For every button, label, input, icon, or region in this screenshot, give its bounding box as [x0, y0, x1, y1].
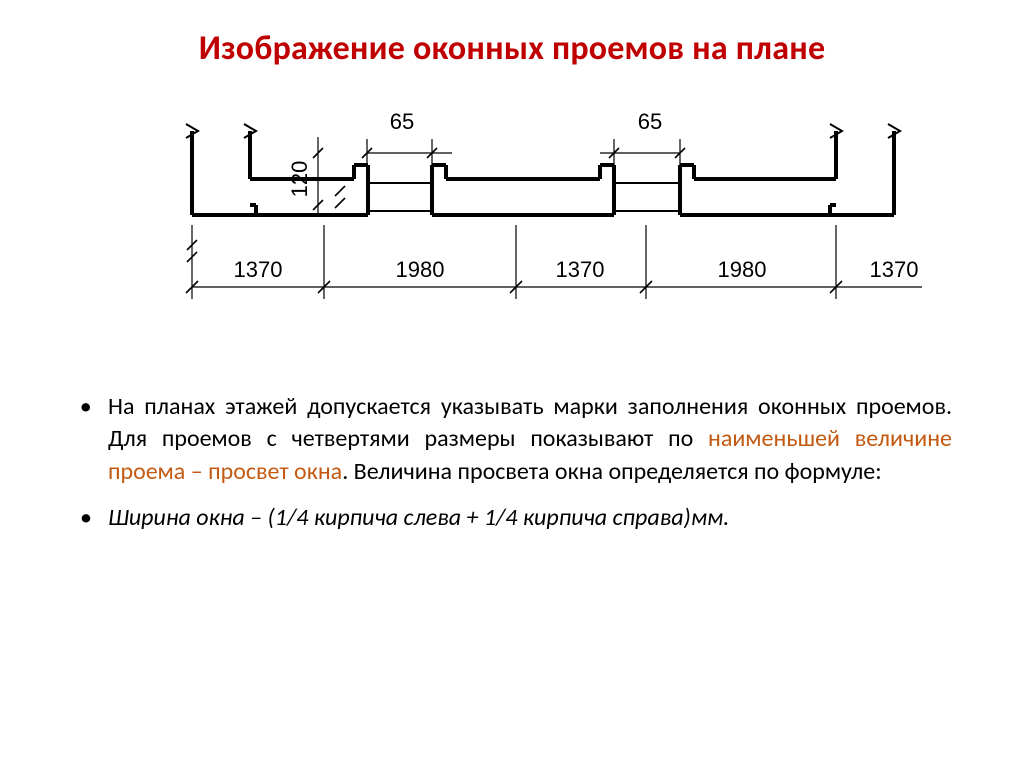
window-opening-diagram: 65 65 120 1370 1980 1370 1980 1370 — [102, 97, 922, 357]
bullet-1: Ширина окна – (1/4 кирпича слева + 1/4 к… — [108, 502, 952, 534]
svg-text:1370: 1370 — [556, 257, 605, 282]
svg-text:120: 120 — [287, 161, 312, 198]
svg-text:65: 65 — [638, 109, 662, 134]
svg-text:1980: 1980 — [718, 257, 767, 282]
svg-text:1370: 1370 — [870, 257, 919, 282]
svg-text:1980: 1980 — [396, 257, 445, 282]
svg-text:65: 65 — [390, 109, 414, 134]
body-text: На планах этажей допускается указывать м… — [72, 391, 952, 535]
page-title: Изображение оконных проемов на плане — [0, 0, 1024, 69]
bullet-0: На планах этажей допускается указывать м… — [108, 391, 952, 488]
svg-text:1370: 1370 — [234, 257, 283, 282]
